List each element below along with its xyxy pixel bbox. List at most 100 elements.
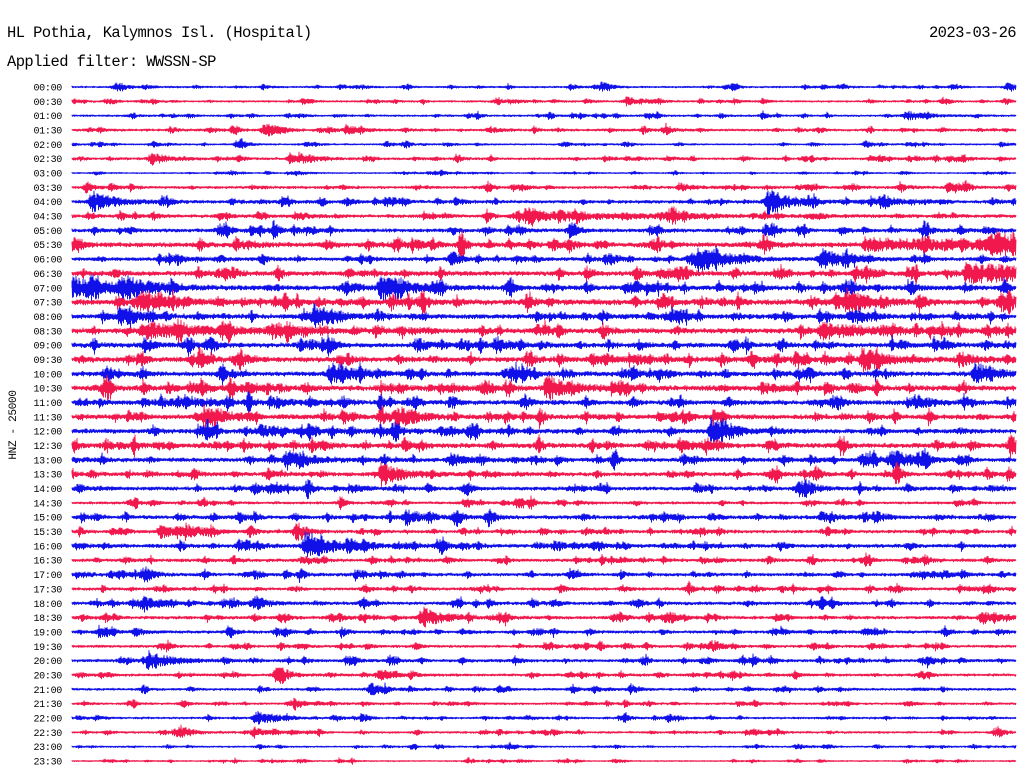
trace-17-30 [71, 580, 1017, 596]
row-label-03-30: 03:30 [33, 184, 62, 195]
trace-20-00 [71, 650, 1017, 670]
trace-14-00 [71, 478, 1017, 500]
row-label-15-30: 15:30 [33, 528, 62, 539]
trace-19-00 [71, 624, 1017, 639]
trace-18-30 [71, 606, 1017, 628]
trace-00-30 [71, 96, 1017, 107]
trace-08-00 [71, 303, 1017, 329]
row-label-11-00: 11:00 [33, 399, 62, 410]
trace-10-30 [71, 374, 1017, 401]
row-label-01-30: 01:30 [33, 127, 62, 138]
row-label-04-00: 04:00 [33, 198, 62, 209]
trace-11-00 [71, 391, 1017, 414]
row-label-18-00: 18:00 [33, 600, 62, 611]
trace-14-30 [71, 495, 1017, 511]
row-label-20-00: 20:00 [33, 657, 62, 668]
trace-21-00 [71, 682, 1017, 696]
row-label-13-30: 13:30 [33, 471, 62, 482]
row-label-19-00: 19:00 [33, 628, 62, 639]
trace-15-00 [71, 508, 1017, 528]
row-label-08-30: 08:30 [33, 327, 62, 338]
row-label-13-00: 13:00 [33, 456, 62, 467]
row-label-21-30: 21:30 [33, 700, 62, 711]
row-label-07-00: 07:00 [33, 284, 62, 295]
row-label-01-00: 01:00 [33, 112, 62, 123]
row-label-10-30: 10:30 [33, 385, 62, 396]
row-label-14-00: 14:00 [33, 485, 62, 496]
trace-07-00 [71, 274, 1017, 303]
row-label-17-30: 17:30 [33, 585, 62, 596]
trace-02-30 [71, 151, 1017, 166]
row-label-05-00: 05:00 [33, 227, 62, 238]
trace-01-30 [71, 122, 1017, 137]
row-label-00-30: 00:30 [33, 98, 62, 109]
row-time-labels: 00:00 00:30 01:00 01:30 02:00 02:30 03:00 03:30… [33, 84, 62, 769]
trace-09-30 [71, 347, 1017, 374]
row-label-09-30: 09:30 [33, 356, 62, 367]
trace-19-30 [71, 639, 1017, 653]
trace-04-00 [71, 190, 1017, 216]
trace-01-00 [71, 110, 1017, 121]
row-label-20-30: 20:30 [33, 671, 62, 682]
row-label-22-00: 22:00 [33, 714, 62, 725]
trace-20-30 [71, 667, 1017, 685]
row-label-08-00: 08:00 [33, 313, 62, 324]
trace-04-30 [71, 206, 1017, 227]
row-label-04-30: 04:30 [33, 213, 62, 224]
filter-label: Applied filter: WWSSN-SP [7, 53, 216, 71]
row-label-12-30: 12:30 [33, 442, 62, 453]
row-label-10-00: 10:00 [33, 370, 62, 381]
row-label-14-30: 14:30 [33, 499, 62, 510]
trace-03-30 [71, 180, 1017, 194]
trace-06-30 [71, 262, 1017, 284]
row-label-22-30: 22:30 [33, 729, 62, 740]
trace-23-30 [71, 757, 1017, 765]
trace-08-30 [71, 318, 1017, 346]
trace-13-00 [71, 447, 1017, 471]
row-label-06-30: 06:30 [33, 270, 62, 281]
row-label-15-00: 15:00 [33, 514, 62, 525]
trace-07-30 [71, 287, 1017, 315]
trace-23-00 [71, 741, 1017, 751]
trace-21-30 [71, 697, 1017, 711]
row-label-16-30: 16:30 [33, 557, 62, 568]
row-label-03-00: 03:00 [33, 170, 62, 181]
trace-05-30 [71, 230, 1017, 259]
trace-13-30 [71, 461, 1017, 487]
record-date: 2023-03-26 [929, 24, 1016, 42]
row-label-11-30: 11:30 [33, 413, 62, 424]
station-title: HL Pothia, Kalymnos Isl. (Hospital) [7, 24, 312, 42]
trace-22-30 [71, 724, 1017, 739]
trace-16-30 [71, 552, 1017, 567]
row-label-21-00: 21:00 [33, 686, 62, 697]
row-label-16-00: 16:00 [33, 542, 62, 553]
trace-11-30 [71, 404, 1017, 429]
trace-17-00 [71, 566, 1017, 584]
row-label-19-30: 19:30 [33, 643, 62, 654]
trace-18-00 [71, 595, 1017, 613]
seismic-traces [71, 81, 1017, 765]
row-label-09-00: 09:00 [33, 342, 62, 353]
row-label-07-30: 07:30 [33, 299, 62, 310]
row-label-05-30: 05:30 [33, 241, 62, 252]
row-label-18-30: 18:30 [33, 614, 62, 625]
trace-09-00 [71, 334, 1017, 357]
trace-00-00 [71, 81, 1017, 92]
row-label-00-00: 00:00 [33, 84, 62, 95]
row-label-23-00: 23:00 [33, 743, 62, 754]
trace-12-30 [71, 434, 1017, 459]
trace-06-00 [71, 246, 1017, 273]
trace-03-00 [71, 169, 1017, 177]
trace-02-00 [71, 138, 1017, 149]
row-label-17-00: 17:00 [33, 571, 62, 582]
trace-16-00 [71, 531, 1017, 558]
channel-scale-label: HNZ - 25000 [8, 390, 20, 459]
trace-12-00 [71, 416, 1017, 443]
row-label-02-30: 02:30 [33, 155, 62, 166]
trace-05-00 [71, 219, 1017, 240]
row-label-23-30: 23:30 [33, 758, 62, 769]
trace-22-00 [71, 710, 1017, 725]
row-label-06-00: 06:00 [33, 256, 62, 267]
trace-10-00 [71, 361, 1017, 386]
